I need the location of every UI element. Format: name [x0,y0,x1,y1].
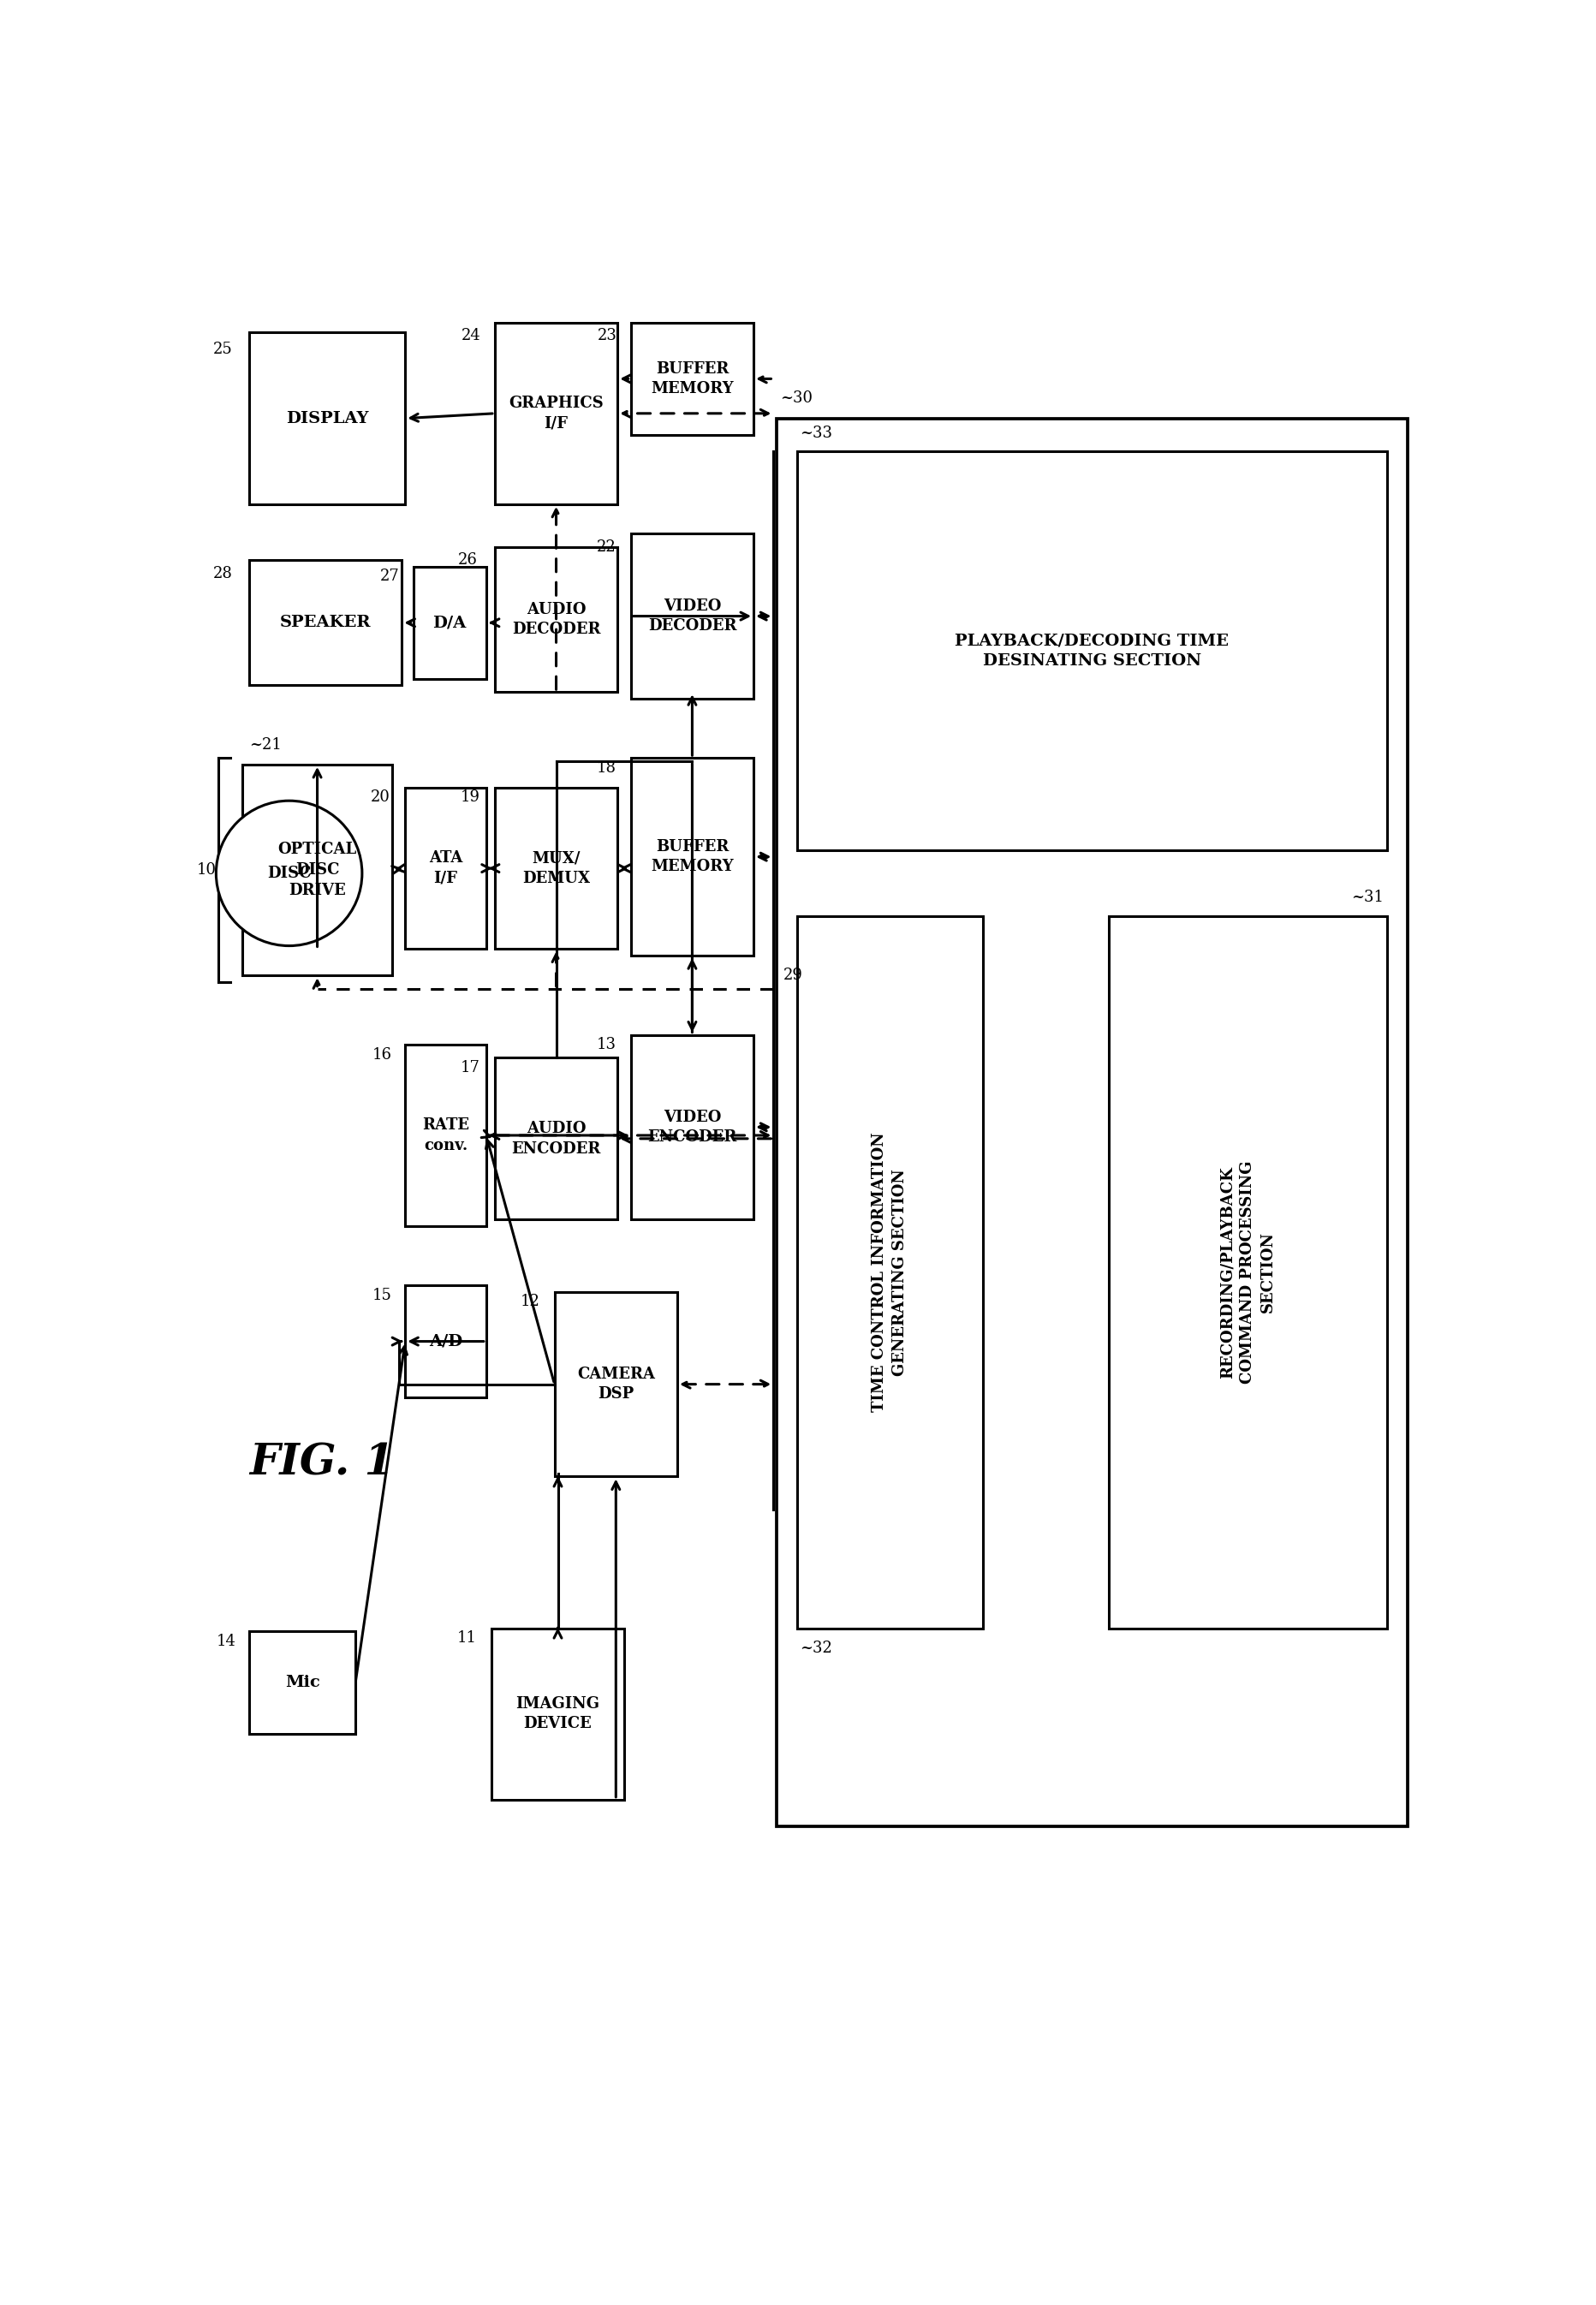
Bar [630,758,753,957]
Text: ~32: ~32 [800,1641,833,1655]
Text: ~21: ~21 [249,738,282,751]
Bar [405,1044,487,1226]
Text: FIG. 1: FIG. 1 [249,1443,394,1484]
Text: CAMERA
DSP: CAMERA DSP [576,1367,654,1401]
Text: DISPLAY: DISPLAY [286,410,369,426]
Text: DISC: DISC [267,867,311,881]
Text: 20: 20 [370,791,391,804]
Bar [495,788,618,950]
Bar [495,1058,618,1219]
Text: RATE
conv.: RATE conv. [421,1118,469,1152]
Text: OPTICAL
DISC
DRIVE: OPTICAL DISC DRIVE [278,841,358,899]
Text: 27: 27 [380,569,399,583]
Bar [630,323,753,436]
Bar [1109,915,1387,1627]
Text: ATA
I/F: ATA I/F [429,851,463,885]
Bar [495,323,618,505]
Text: MUX/
DEMUX: MUX/ DEMUX [522,851,591,885]
Text: ~30: ~30 [780,392,812,406]
Text: 14: 14 [215,1634,236,1648]
Text: D/A: D/A [433,615,466,632]
Text: 16: 16 [372,1046,391,1063]
Bar [249,560,402,685]
Text: 19: 19 [460,791,480,804]
Text: 17: 17 [460,1060,480,1076]
Text: SPEAKER: SPEAKER [279,615,372,632]
Bar [554,1291,677,1478]
Text: VIDEO
DECODER: VIDEO DECODER [648,599,736,634]
Bar [249,1632,356,1733]
Text: Mic: Mic [284,1676,319,1690]
Bar [777,417,1408,1826]
Text: A/D: A/D [429,1335,463,1348]
Ellipse shape [215,800,362,945]
Bar [243,765,393,975]
Text: 24: 24 [461,327,480,343]
Bar [630,535,753,698]
Bar [630,1035,753,1219]
Bar [413,567,487,678]
Text: 11: 11 [456,1630,477,1646]
Text: RECORDING/PLAYBACK
COMMAND PROCESSING
SECTION: RECORDING/PLAYBACK COMMAND PROCESSING SE… [1219,1162,1275,1383]
Text: AUDIO
ENCODER: AUDIO ENCODER [511,1120,600,1157]
Text: ~31: ~31 [1352,890,1384,906]
Bar [796,915,983,1627]
Text: 22: 22 [597,539,616,556]
Text: VIDEO
ENCODER: VIDEO ENCODER [648,1109,737,1146]
Bar [492,1627,624,1800]
Text: AUDIO
DECODER: AUDIO DECODER [512,602,600,636]
Bar [796,452,1387,851]
Text: IMAGING
DEVICE: IMAGING DEVICE [516,1696,600,1731]
Text: ~33: ~33 [800,424,833,440]
Text: 12: 12 [520,1293,539,1309]
Text: 10: 10 [196,862,215,878]
Text: 25: 25 [212,341,233,357]
Bar [405,1286,487,1397]
Text: 15: 15 [372,1288,391,1302]
Text: BUFFER
MEMORY: BUFFER MEMORY [651,362,734,396]
Text: GRAPHICS
I/F: GRAPHICS I/F [509,396,603,431]
Text: 23: 23 [597,327,618,343]
Text: PLAYBACK/DECODING TIME
DESINATING SECTION: PLAYBACK/DECODING TIME DESINATING SECTIO… [954,634,1229,668]
Text: 28: 28 [212,565,233,581]
Bar [405,788,487,950]
Bar [249,332,405,505]
Text: 13: 13 [597,1037,616,1053]
Text: 26: 26 [458,553,477,567]
Text: 18: 18 [597,761,616,774]
Text: 29: 29 [784,968,803,984]
Text: TIME CONTROL INFORMATION
GENERATING SECTION: TIME CONTROL INFORMATION GENERATING SECT… [871,1132,908,1413]
Bar [495,546,618,692]
Text: BUFFER
MEMORY: BUFFER MEMORY [651,839,734,874]
